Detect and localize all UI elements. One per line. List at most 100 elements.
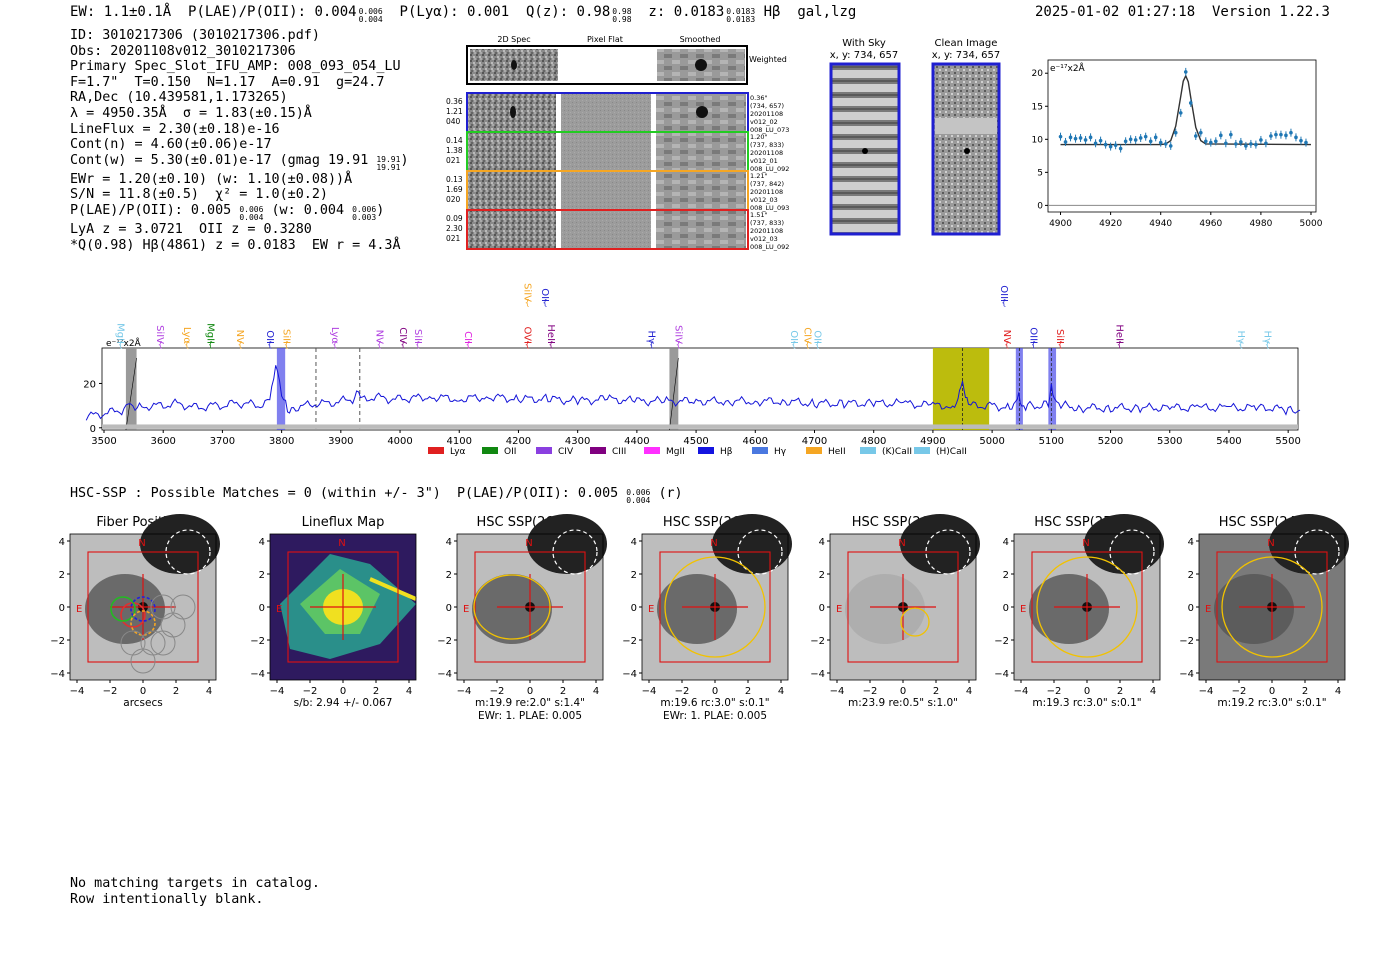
legend-swatch (482, 447, 498, 454)
cutout-row-left-label: 020 (446, 195, 461, 204)
info-obs: Obs: 20201108v012_3010217306 (70, 43, 296, 59)
masked-region (125, 348, 137, 430)
panel-ytick-label: 4 (1003, 537, 1009, 548)
line-label-brace: { (415, 340, 420, 349)
panel-ytick-label: −4 (437, 669, 452, 680)
line-label: CIV (801, 327, 812, 344)
panel-title: Lineflux Map (302, 515, 385, 530)
line-label: Lyα (329, 327, 340, 345)
data-point (1153, 135, 1158, 140)
zoom-xtick-label: 4980 (1249, 219, 1272, 229)
zoom-xtick-label: 4920 (1099, 219, 1122, 229)
zoom-xtick-label: 4940 (1149, 219, 1172, 229)
line-label-brace: { (118, 340, 123, 349)
line-label-brace: { (238, 340, 243, 349)
panel-xtick-label: −4 (70, 686, 85, 697)
legend-swatch (590, 447, 606, 454)
data-point (1214, 139, 1218, 144)
panel-ytick-label: 0 (59, 603, 65, 614)
cutout-row-right-label: (737, 833) (750, 219, 784, 227)
plya-value: P(Lyα): 0.001 (399, 4, 510, 20)
panel-caption: m:19.2 rc:3.0" s:0.1" (1217, 697, 1326, 709)
data-point (1123, 139, 1128, 144)
line-label: Hγ (646, 331, 657, 345)
cutout-2dspec (468, 133, 556, 170)
mask-hatch (125, 357, 137, 431)
data-point (1083, 138, 1088, 142)
panel-ytick-label: 2 (259, 570, 265, 581)
legend-label: Lyα (450, 447, 466, 457)
zoom-xtick-label: 4900 (1049, 219, 1072, 229)
panel-xtick-label: −4 (270, 686, 285, 697)
east-label: E (463, 604, 469, 615)
weighted-sum-label: Weighted Sum (749, 55, 790, 64)
galaxy (1214, 574, 1294, 644)
legend-label: (K)CaII (882, 447, 912, 457)
cutout-row-right-label: 20201108 (750, 110, 783, 118)
panel-ytick-label: 0 (1003, 603, 1009, 614)
panel-xtick-label: −2 (1232, 686, 1247, 697)
data-point (1198, 130, 1203, 135)
data-point (1259, 138, 1263, 142)
north-label: N (525, 538, 532, 549)
data-point (1304, 140, 1308, 145)
info-contw: Cont(w) = 5.30(±0.01)e-17 (gmag 19.91 19… (70, 152, 409, 172)
info-sn: S/N = 11.8(±0.5) χ² = 1.0(±0.2) (70, 187, 328, 203)
legend-label: Hβ (720, 447, 733, 457)
data-point (1073, 136, 1078, 141)
panel-ytick-label: 4 (259, 537, 265, 548)
zoom-ytick-label: 20 (1032, 69, 1044, 79)
panel-xtick-label: 0 (1084, 686, 1090, 697)
cutout-row-left-label: 2.30 (446, 224, 463, 233)
line-label-brace: { (400, 340, 405, 349)
bright-source (140, 514, 220, 574)
info-radec: RA,Dec (10.439581,1.173265) (70, 90, 288, 106)
east-label: E (76, 604, 82, 615)
zoom-xtick-label: 5000 (1300, 219, 1323, 229)
panel-xtick-label: 4 (778, 686, 784, 697)
line-label-brace: { (525, 340, 530, 349)
line-label: HeII (1113, 324, 1124, 344)
spectrum-xtick-label: 3500 (91, 436, 116, 447)
panel-xtick-label: −4 (457, 686, 472, 697)
info-params: F=1.7" T=0.150 N=1.17 A=0.91 g=24.7 (70, 74, 385, 90)
cutout-row-left-label: 1.38 (446, 146, 463, 155)
data-point (1128, 137, 1133, 142)
spectrum-xtick-label: 5000 (979, 436, 1004, 447)
panel-ytick-label: 2 (446, 570, 452, 581)
legend-swatch (428, 447, 444, 454)
data-point (1244, 144, 1248, 148)
legend-swatch (536, 447, 552, 454)
line-label: MgII (115, 323, 126, 344)
col-2dspec: 2D Spec (497, 35, 530, 44)
source-aperture (664, 556, 766, 658)
col-pixelflat: Pixel Flat (587, 35, 623, 44)
panel-ytick-label: 2 (631, 570, 637, 581)
line-label: HeII (545, 324, 556, 344)
line-label: OIII (998, 285, 1009, 302)
north-label: N (138, 538, 145, 549)
data-point (1078, 136, 1083, 140)
info-plae: P(LAE)/P(OII): 0.005 0.006 0.004 (w: 0.00… (70, 202, 385, 222)
line-label-brace: { (184, 340, 189, 349)
noise-band (102, 424, 1298, 429)
data-point (1229, 132, 1233, 137)
data-point (1133, 138, 1138, 142)
panel-xtick-label: 2 (373, 686, 379, 697)
fiber-circle (110, 596, 136, 622)
image-panel: Lineflux Map N E −4 −2 0 2 4 4 2 0 −2 −4 s/b: 2.94 +/… (250, 515, 417, 709)
info-id: ID: 3010217306 (3010217306.pdf) (70, 28, 320, 43)
legend-swatch (914, 447, 930, 454)
cutout-2dspec (468, 211, 556, 248)
panel-ytick-label: 4 (446, 537, 452, 548)
line-label: SiII (1054, 329, 1065, 344)
panel-xtick-label: 2 (560, 686, 566, 697)
cutout-smoothed (656, 133, 746, 170)
info-lya: LyA z = 3.0721 OII z = 0.3280 (70, 221, 312, 237)
panel-xtick-label: 0 (1269, 686, 1275, 697)
panel-xtick-label: 2 (173, 686, 179, 697)
catalog-footer: No matching targets in catalog. Row inte… (70, 876, 320, 907)
panel-ytick-label: −2 (1179, 636, 1194, 647)
spectrum-xtick-label: 5100 (1039, 436, 1064, 447)
legend-swatch (752, 447, 768, 454)
